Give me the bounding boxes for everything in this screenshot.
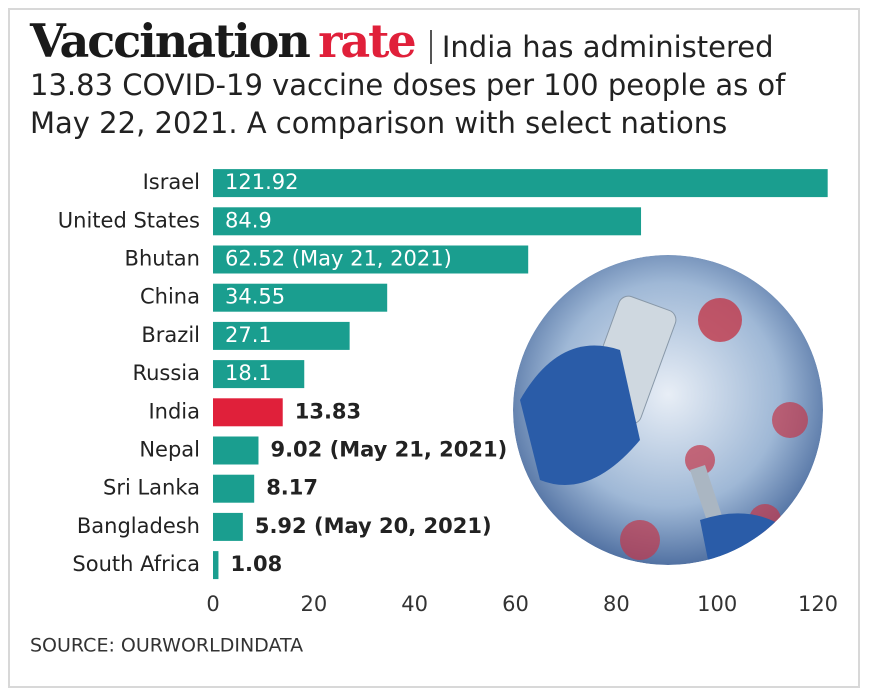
category-label: India xyxy=(148,399,200,423)
category-label: Nepal xyxy=(139,438,200,462)
value-label: 62.52 (May 21, 2021) xyxy=(225,247,452,271)
frame xyxy=(8,8,860,688)
value-label: 1.08 xyxy=(230,552,282,576)
value-label: 8.17 xyxy=(266,476,318,500)
category-label: Israel xyxy=(143,170,200,194)
value-label: 27.1 xyxy=(225,323,272,347)
x-tick-label: 80 xyxy=(603,592,630,616)
bar xyxy=(213,512,243,541)
category-label: South Africa xyxy=(72,552,200,576)
source: SOURCE: OURWORLDINDATA xyxy=(30,635,303,657)
title-part: rate xyxy=(318,14,417,68)
bar xyxy=(213,321,350,350)
category-label: Brazil xyxy=(141,323,200,347)
subtitle: India has administered 13.83 COVID-19 va… xyxy=(30,30,786,140)
bar xyxy=(213,283,388,312)
value-label: 34.55 xyxy=(225,285,285,309)
category-label: Bangladesh xyxy=(77,514,200,538)
title-part: Vaccination xyxy=(30,14,311,68)
x-tick-label: 0 xyxy=(206,592,219,616)
x-tick-label: 60 xyxy=(502,592,529,616)
value-label: 18.1 xyxy=(225,361,272,385)
bar xyxy=(213,398,283,427)
category-label: United States xyxy=(58,208,200,232)
x-tick-label: 120 xyxy=(798,592,838,616)
value-label: 9.02 (May 21, 2021) xyxy=(270,438,507,462)
x-tick-label: 40 xyxy=(401,592,428,616)
value-label: 84.9 xyxy=(225,208,272,232)
x-tick-label: 100 xyxy=(697,592,737,616)
bar xyxy=(213,474,255,503)
photo xyxy=(513,255,823,565)
bar xyxy=(213,436,259,465)
value-label: 121.92 xyxy=(225,170,298,194)
category-label: Russia xyxy=(132,361,200,385)
bar xyxy=(213,360,305,389)
bar xyxy=(213,551,219,580)
category-label: Bhutan xyxy=(125,247,200,271)
value-label: 5.92 (May 20, 2021) xyxy=(255,514,492,538)
category-label: Sri Lanka xyxy=(103,476,200,500)
x-tick-label: 20 xyxy=(300,592,327,616)
category-label: China xyxy=(140,285,200,309)
bar xyxy=(213,245,529,274)
bar xyxy=(213,169,828,198)
value-label: 13.83 xyxy=(295,399,361,423)
bar xyxy=(213,207,642,236)
header: Vaccination rate India has administered … xyxy=(30,18,820,142)
